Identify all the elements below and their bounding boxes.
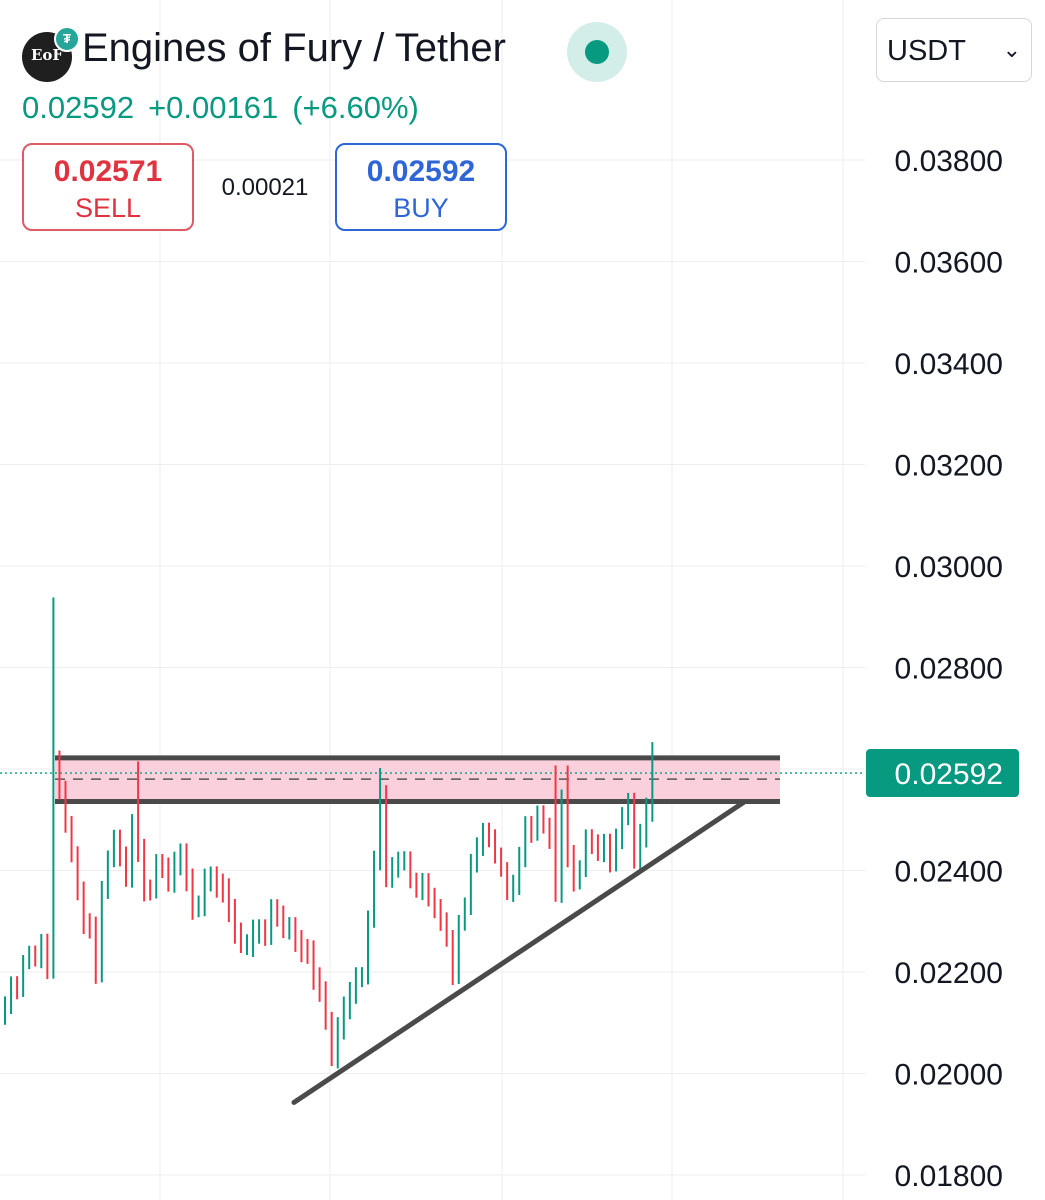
market-status-indicator[interactable] <box>567 22 627 82</box>
y-tick-label: 0.02200 <box>895 957 1003 990</box>
chevron-down-icon: ⌄ <box>1002 37 1021 62</box>
sell-button[interactable]: 0.02571 SELL <box>22 143 194 231</box>
y-tick-label: 0.01800 <box>895 1160 1003 1193</box>
buy-price: 0.02592 <box>366 155 476 188</box>
symbol-title[interactable]: Engines of Fury / Tether <box>82 26 506 70</box>
sell-label: SELL <box>74 193 142 223</box>
current-price-tag: 0.02592 <box>866 749 1019 798</box>
y-tick-label: 0.03000 <box>895 551 1003 584</box>
market-open-dot-icon <box>585 40 609 64</box>
y-tick-label: 0.03400 <box>895 348 1003 381</box>
token-logo-text: EoF <box>30 46 64 64</box>
current-price-tag-bg <box>866 749 1019 798</box>
y-tick-label: 0.03600 <box>895 247 1003 280</box>
current-price-tag-label: 0.02592 <box>895 758 1003 791</box>
y-tick-label: 0.03800 <box>895 145 1003 178</box>
token-logo: EoF ₮ <box>22 26 80 82</box>
currency-select-value: USDT <box>887 35 966 67</box>
tether-badge-icon: ₮ <box>54 26 80 52</box>
currency-select[interactable]: USDT ⌄ <box>876 18 1032 82</box>
candles <box>4 597 654 1069</box>
y-tick-label: 0.02400 <box>895 856 1003 889</box>
ascending-trendline <box>291 798 748 1105</box>
spread-value: 0.00021 <box>221 174 309 201</box>
y-tick-label: 0.02000 <box>895 1059 1003 1092</box>
y-tick-label: 0.02800 <box>895 653 1003 686</box>
price-summary: 0.02592 +0.00161 (+6.60%) <box>22 90 433 126</box>
buy-button[interactable]: 0.02592 BUY <box>335 143 507 231</box>
price-change: +0.00161 <box>148 90 279 125</box>
y-tick-label: 0.03200 <box>895 450 1003 483</box>
price-axis[interactable]: 0.03800 0.03600 0.03400 0.03200 0.03000 0.028… <box>895 145 1003 1193</box>
price-change-percent: (+6.60%) <box>292 90 419 125</box>
sell-price: 0.02571 <box>53 155 163 188</box>
buy-label: BUY <box>393 193 449 223</box>
last-price: 0.02592 <box>22 90 135 125</box>
